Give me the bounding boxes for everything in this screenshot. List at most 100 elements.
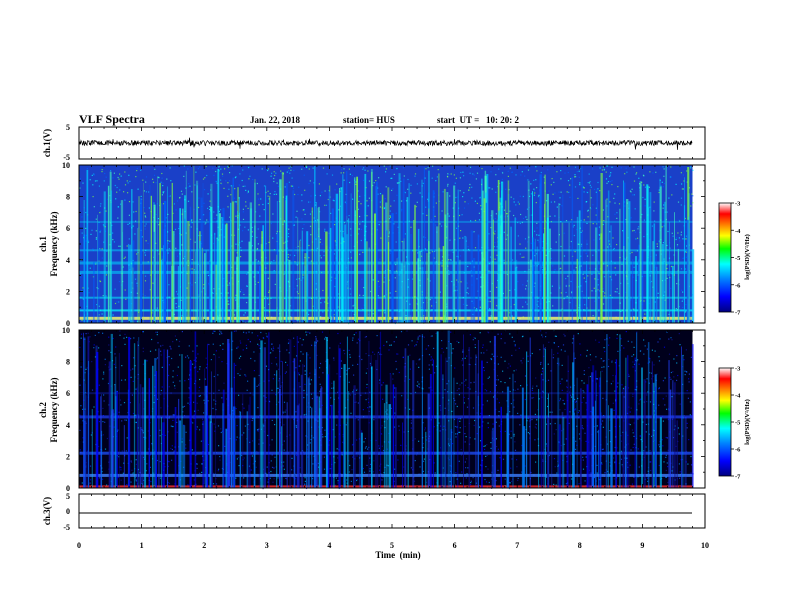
spectrogram-burst [610, 225, 612, 323]
spectrogram-burst [655, 253, 657, 323]
spectrogram-pixel [470, 480, 472, 482]
spectrogram-pixel [312, 305, 314, 307]
spectrogram-pixel [563, 443, 565, 445]
spectrogram-pixel [466, 473, 468, 475]
spectrogram-pixel [246, 389, 248, 391]
spectrogram-pixel [425, 481, 428, 483]
spectrogram-pixel [181, 244, 183, 246]
spectrogram-pixel [337, 480, 339, 482]
spectrogram-burst [216, 237, 218, 323]
spectrogram-burst [653, 223, 656, 323]
spectrogram-burst [598, 377, 601, 488]
spectrogram-pixel [578, 176, 580, 178]
spectrogram-pixel [307, 354, 309, 356]
spectrogram-pixel [143, 207, 145, 209]
spectrogram-pixel [601, 463, 603, 465]
spectrogram-pixel [202, 178, 205, 180]
spectrogram-pixel [582, 459, 584, 461]
spectrogram-pixel [156, 334, 158, 336]
spectrogram-pixel [245, 332, 247, 334]
spectrogram-pixel [509, 390, 511, 393]
spectrogram-pixel [215, 264, 217, 266]
spectrogram-pixel [273, 193, 275, 195]
spectrogram-pixel [553, 433, 555, 435]
spectrogram-pixel [450, 259, 452, 261]
spectrogram-pixel [331, 382, 333, 384]
spectrogram-pixel [320, 386, 322, 388]
spectrogram-pixel [616, 217, 618, 219]
spectrogram-pixel [286, 435, 288, 437]
spectrogram-pixel [105, 295, 107, 297]
spectrogram-pixel [610, 181, 612, 183]
spectrogram-pixel [379, 347, 381, 349]
spectrogram-pixel [257, 430, 259, 432]
spectrogram-pixel [614, 213, 616, 215]
spectrogram-pixel [132, 380, 134, 382]
spectrogram-pixel [687, 397, 689, 399]
spectrogram-pixel [167, 242, 169, 244]
spectrogram-pixel [464, 433, 466, 435]
spectrogram-pixel [145, 191, 147, 193]
spectrogram-pixel [480, 440, 482, 442]
spectrogram-burst [222, 207, 225, 323]
spectrogram-pixel [433, 462, 435, 464]
ch2-spectrogram-image [79, 330, 705, 490]
spectrogram-pixel [571, 342, 574, 344]
spectrogram-pixel [357, 402, 359, 404]
spectrogram-pixel [230, 185, 232, 187]
spectrogram-pixel [470, 270, 472, 272]
spectrogram-pixel [282, 411, 284, 413]
spectrogram-pixel [466, 282, 468, 284]
spectrogram-pixel [401, 200, 403, 202]
spectrogram-pixel [448, 445, 450, 447]
spectrogram-pixel [284, 411, 286, 413]
spectrogram-pixel [482, 346, 484, 349]
spectrogram-pixel [635, 173, 637, 175]
spectrogram-burst [131, 189, 133, 323]
spectrogram-burst [329, 227, 332, 323]
spectrogram-pixel [638, 363, 640, 365]
spectrogram-pixel [545, 336, 547, 338]
spectrogram-pixel [186, 287, 188, 289]
spectrogram-pixel [536, 253, 538, 255]
spectrogram-burst [543, 233, 545, 323]
spectrogram-pixel [304, 483, 306, 485]
spectrogram-pixel [602, 166, 604, 168]
spectrogram-pixel [225, 398, 228, 400]
spectrogram-pixel [496, 286, 498, 288]
spectrogram-pixel [98, 314, 100, 316]
spectrogram-pixel [242, 185, 244, 187]
spectrogram-pixel [272, 350, 274, 352]
spectrogram-pixel [584, 480, 586, 482]
spectrogram-pixel [287, 170, 290, 172]
spectrogram-pixel [303, 397, 305, 399]
spectrogram-pixel [554, 335, 556, 337]
spectrogram-pixel [685, 450, 688, 452]
spectrogram-pixel [412, 469, 414, 471]
spectrogram-pixel [273, 348, 275, 350]
spectrogram-pixel [373, 419, 375, 421]
spectrogram-pixel [357, 338, 360, 340]
spectrogram-pixel [329, 397, 331, 399]
spectrogram-pixel [120, 469, 122, 471]
spectrogram-pixel [554, 201, 556, 203]
spectrogram-pixel [385, 168, 387, 170]
spectrogram-pixel [362, 220, 364, 223]
spectrogram-pixel [364, 336, 366, 338]
spectrogram-pixel [235, 201, 238, 203]
spectrogram-pixel [637, 418, 639, 420]
spectrogram-pixel [464, 425, 466, 428]
spectrogram-pixel [401, 208, 403, 210]
spectrogram-pixel [577, 197, 579, 199]
spectrogram-pixel [451, 410, 453, 412]
spectrogram-pixel [353, 334, 355, 336]
spectrogram-pixel [214, 430, 216, 432]
spectrogram-pixel [216, 182, 218, 184]
spectrogram-pixel [341, 454, 343, 456]
spectrogram-pixel [198, 234, 200, 237]
spectrogram-pixel [149, 466, 151, 468]
spectrogram-pixel [494, 233, 496, 235]
spectrogram-burst [457, 219, 459, 323]
spectrogram-burst [605, 199, 608, 323]
spectrogram-pixel [304, 210, 306, 212]
